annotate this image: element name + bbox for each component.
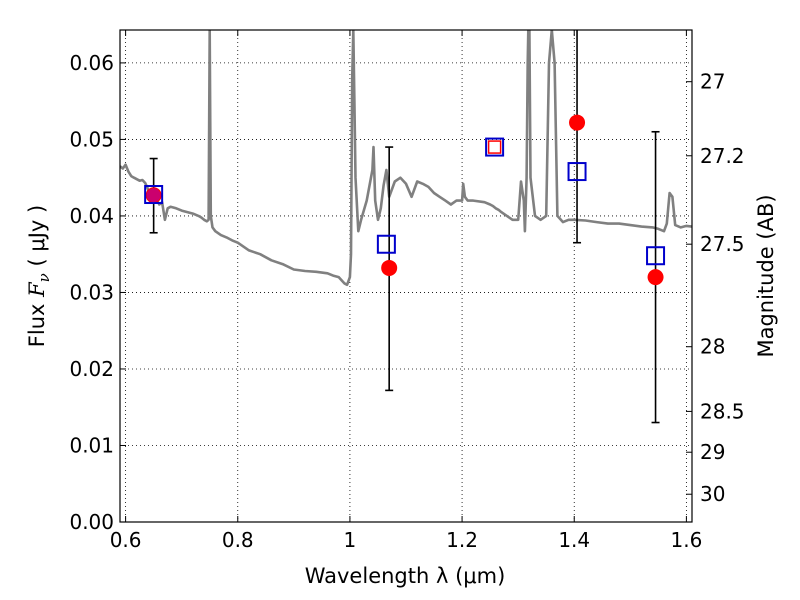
mag-tick-label: 28 [700, 335, 725, 359]
observed-point [647, 269, 664, 286]
y-tick-label: 0.00 [69, 510, 114, 534]
x-tick-label: 0.6 [110, 528, 142, 552]
mag-tick-label: 27.2 [700, 144, 745, 168]
overlap-point [146, 188, 161, 203]
y-tick-label: 0.01 [69, 433, 114, 457]
mag-tick-label: 29 [700, 440, 725, 464]
plot-frame [119, 29, 693, 523]
secondary-y-axis-label: Magnitude (AB) [754, 194, 778, 357]
model-point [485, 137, 505, 157]
y-axis-label-subscript: ν [35, 273, 53, 282]
mag-tick-label: 28.5 [700, 399, 745, 423]
x-tick-label: 1.6 [670, 528, 702, 552]
spectrum-line [120, 30, 692, 287]
axis-ticks: 0.6 0.8 1 1.2 1.4 1.6 0.00 0.01 0.02 0.03 0.04 0.05… [69, 30, 745, 552]
y-axis-label-prefix: Flux [25, 297, 49, 347]
model-spectrum [120, 30, 692, 287]
x-tick-label: 1 [344, 528, 357, 552]
x-tick-label: 1.4 [558, 528, 590, 552]
y-axis-label-symbol: F [25, 281, 49, 298]
y-axis-label-suffix: ( μJy ) [25, 205, 49, 273]
y-tick-label: 0.03 [69, 280, 114, 304]
error-bars [149, 30, 660, 424]
y-axis-label: Flux Fν ( μJy ) [25, 205, 53, 347]
observed-point [569, 114, 586, 131]
observed-point [381, 259, 398, 276]
mag-tick-label: 30 [700, 482, 725, 506]
model-point [144, 185, 164, 205]
model-point [646, 246, 666, 266]
x-axis-label: Wavelength λ (μm) [305, 564, 506, 588]
extra-square-marker [487, 140, 502, 154]
y-tick-label: 0.06 [69, 51, 114, 75]
y-tick-label: 0.05 [69, 127, 114, 151]
y-tick-label: 0.02 [69, 357, 114, 381]
data-points [144, 114, 666, 286]
x-tick-label: 1.2 [446, 528, 478, 552]
grid [120, 30, 692, 523]
model-point [376, 234, 396, 254]
model-point [567, 162, 587, 182]
mag-tick-label: 27.5 [700, 232, 745, 256]
y-tick-label: 0.04 [69, 204, 114, 228]
mag-tick-label: 27 [700, 70, 725, 94]
x-tick-label: 0.8 [222, 528, 254, 552]
